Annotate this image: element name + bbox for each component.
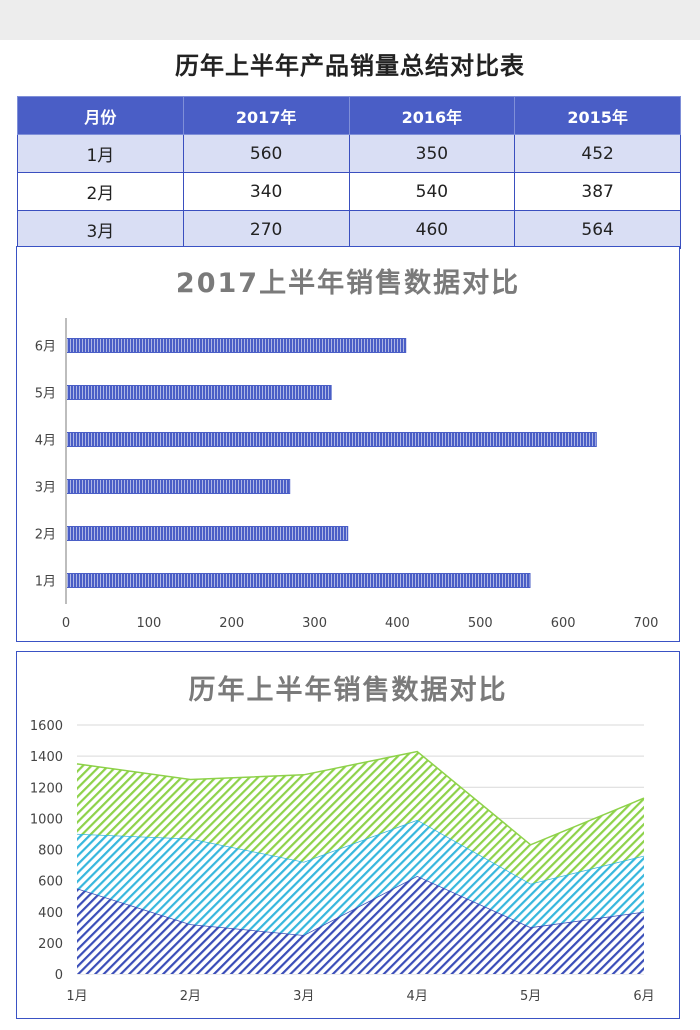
y-tick-label: 800 (38, 844, 63, 859)
y-tick-label: 1600 (30, 719, 63, 734)
y-tick-label: 5月 (35, 387, 56, 402)
table-cell: 340 (182, 172, 350, 211)
table-cell: 350 (348, 134, 516, 173)
header-2017: 2017年 (182, 96, 350, 135)
y-tick-label: 3月 (35, 481, 56, 496)
y-tick-label: 6月 (35, 340, 56, 355)
y-tick-label: 1200 (30, 781, 63, 796)
y-tick-label: 600 (38, 875, 63, 890)
y-tick-label: 4月 (35, 434, 56, 449)
x-tick-label: 3月 (293, 989, 314, 1004)
area-chart: 0 200 400 600 800 1000 1200 1400 1600 1月 2月 3月 4月 5月 6… (30, 719, 655, 1004)
bar-5月 (65, 385, 332, 400)
table-cell: 2月 (17, 172, 184, 211)
top-band (0, 0, 700, 40)
area-chart-panel: 历年上半年销售数据对比 0 200 400 600 800 1000 1200 1400 160… (16, 651, 680, 1019)
x-tick-label: 0 (62, 616, 70, 631)
y-tick-label: 400 (38, 906, 63, 921)
header-2015: 2015年 (514, 96, 681, 135)
x-tick-label: 300 (302, 616, 327, 631)
bar-1月 (65, 573, 531, 588)
sales-table: 月份 2017年 2016年 2015年 1月 560 350 452 2月 3… (17, 96, 681, 249)
x-tick-label: 500 (468, 616, 493, 631)
table-cell: 560 (182, 134, 350, 173)
area-series-1 (77, 876, 644, 974)
x-tick-label: 2月 (180, 989, 201, 1004)
area-chart-title: 历年上半年销售数据对比 (188, 675, 508, 706)
table-cell: 564 (514, 210, 681, 249)
page-title: 历年上半年产品销量总结对比表 (175, 52, 525, 80)
bar-chart: 1月 2月 3月 4月 5月 6月 0 100 200 300 400 500 600 700 (35, 318, 659, 631)
bar-chart-title: 2017上半年销售数据对比 (175, 268, 521, 299)
area-series-3-edge (76, 750, 645, 846)
bar-6月 (65, 338, 407, 353)
table-row: 3月 270 460 564 (17, 210, 681, 249)
table-row: 2月 340 540 387 (17, 172, 681, 211)
y-tick-label: 1400 (30, 750, 63, 765)
x-tick-label: 200 (219, 616, 244, 631)
table-cell: 540 (348, 172, 516, 211)
header-month: 月份 (17, 96, 184, 135)
bar-2月 (65, 526, 349, 541)
x-tick-label: 100 (136, 616, 161, 631)
area-series-3 (77, 751, 644, 884)
table-cell: 270 (182, 210, 350, 249)
table-row: 1月 560 350 452 (17, 134, 681, 173)
x-tick-label: 5月 (520, 989, 541, 1004)
y-tick-label: 200 (38, 937, 63, 952)
x-tick-label: 1月 (66, 989, 87, 1004)
y-tick-label: 1月 (35, 575, 56, 590)
y-tick-label: 2月 (35, 528, 56, 543)
bar-4月 (65, 432, 597, 447)
x-tick-label: 400 (385, 616, 410, 631)
table-header-row: 月份 2017年 2016年 2015年 (17, 96, 681, 135)
y-tick-label: 0 (55, 968, 63, 983)
table-cell: 3月 (17, 210, 184, 249)
table-cell: 387 (514, 172, 681, 211)
table-cell: 460 (348, 210, 516, 249)
x-tick-label: 6月 (633, 989, 654, 1004)
table-cell: 452 (514, 134, 681, 173)
bar-chart-panel: 2017上半年销售数据对比 1月 2月 3月 4月 5月 6月 0 100 200 300 400 5… (16, 246, 680, 642)
table-cell: 1月 (17, 134, 184, 173)
x-tick-label: 700 (634, 616, 659, 631)
bar-3月 (65, 479, 291, 494)
x-tick-label: 4月 (407, 989, 428, 1004)
area-series-2 (77, 819, 644, 936)
x-tick-label: 600 (551, 616, 576, 631)
header-2016: 2016年 (348, 96, 516, 135)
y-tick-label: 1000 (30, 812, 63, 827)
